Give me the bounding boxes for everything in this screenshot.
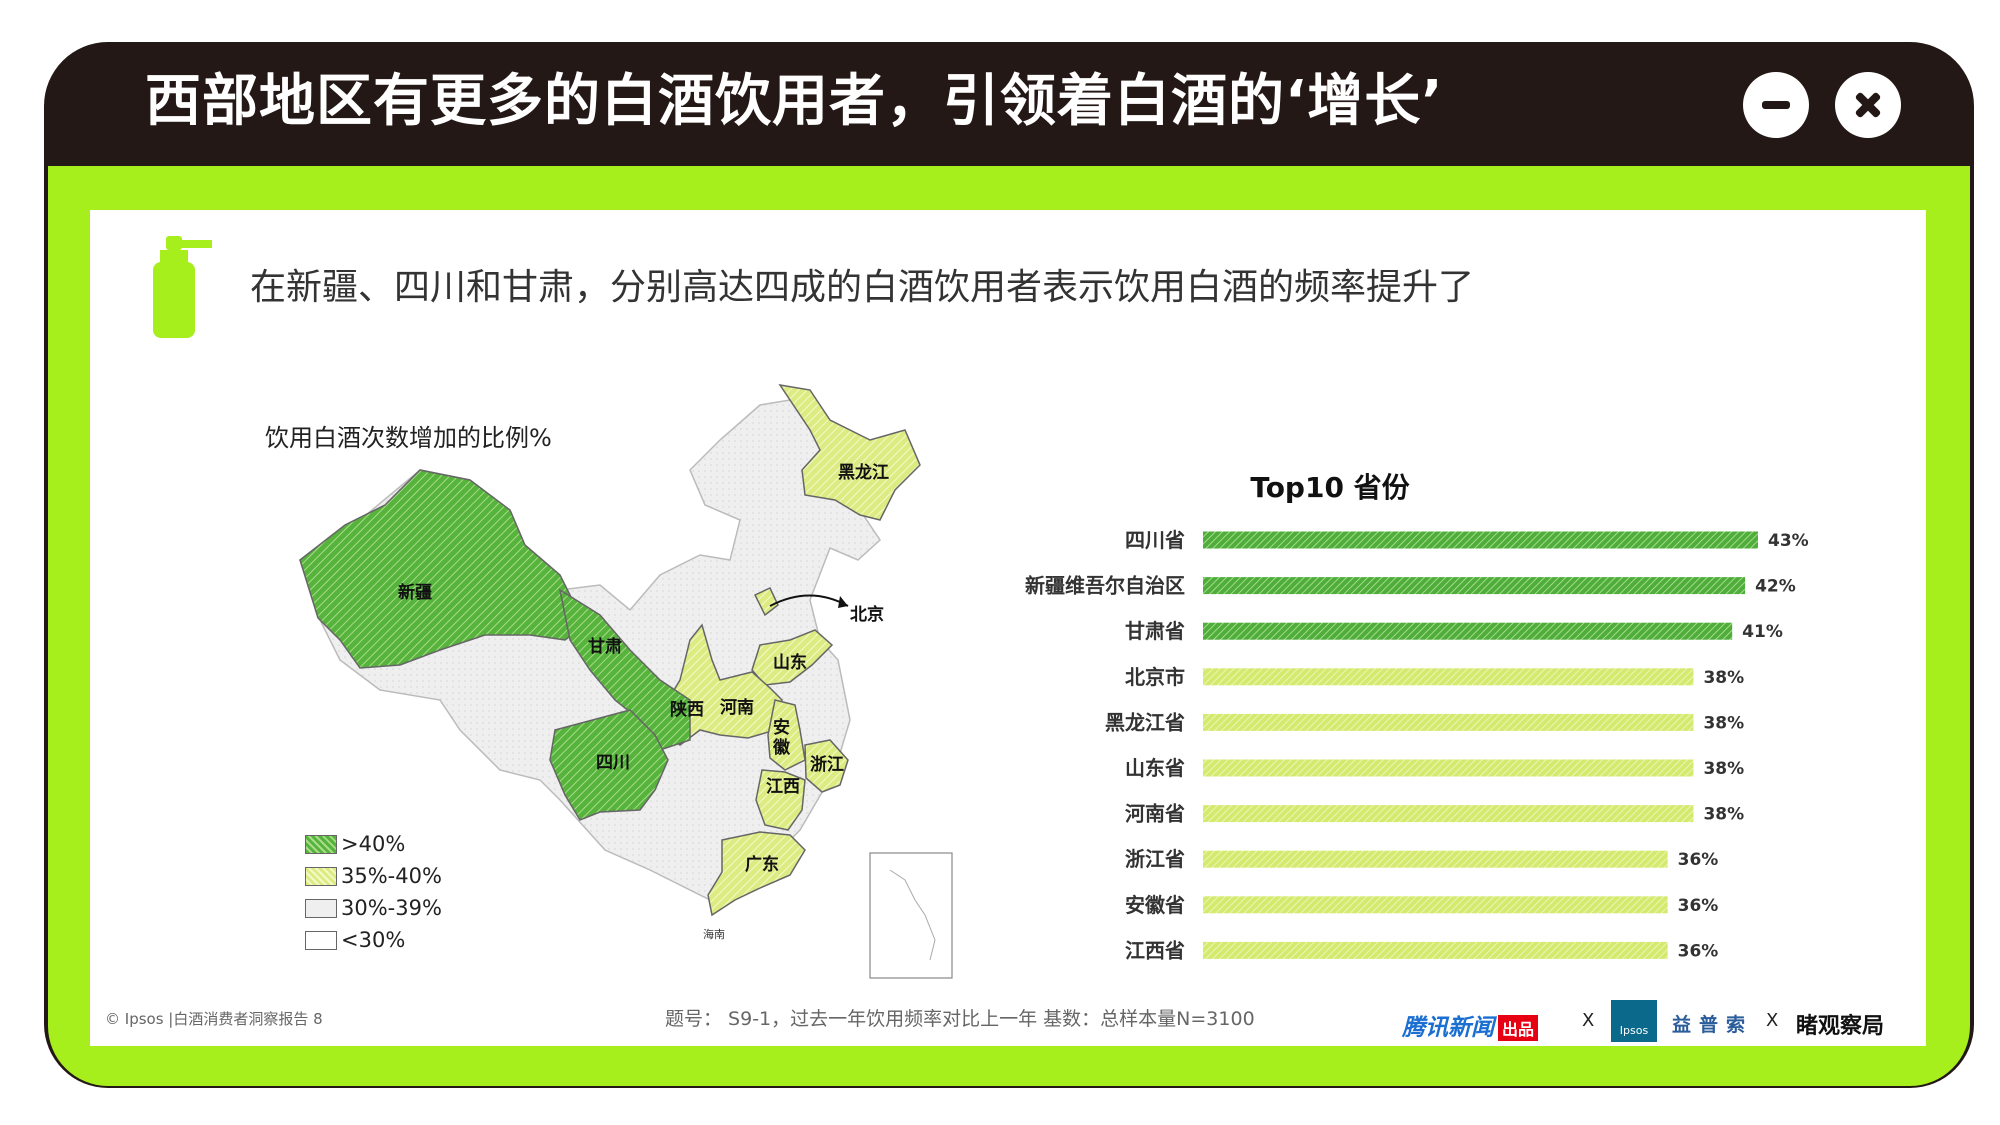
tencent-logo-text: 腾讯新闻	[1402, 1015, 1494, 1041]
map-label-jiangxi: 江西	[766, 777, 800, 797]
map-label-sichuan: 四川	[596, 753, 630, 773]
tencent-news-logo: 腾讯新闻 出品	[1402, 1008, 1539, 1042]
map-region-heilongjiang	[778, 383, 921, 521]
category-label: 河南省	[1125, 802, 1185, 826]
tencent-logo-badge: 出品	[1498, 1015, 1539, 1041]
map-label-hainan: 海南	[703, 927, 725, 941]
logo-separator: X	[1582, 1010, 1595, 1031]
map-label-gansu: 甘肃	[588, 636, 622, 657]
legend-label: 30%-39%	[341, 896, 442, 920]
bar	[1203, 941, 1668, 959]
map-region-anhui	[767, 699, 806, 771]
category-label: 安徽省	[1125, 893, 1185, 917]
category-label: 甘肃省	[1125, 619, 1185, 643]
legend-item: 30%-39%	[305, 892, 442, 924]
minus-icon	[1762, 101, 1790, 109]
map-legend: >40% 35%-40% 30%-39% <30%	[305, 828, 442, 956]
category-label: 四川省	[1125, 528, 1185, 552]
observe-bureau-logo: 睹观察局	[1796, 1014, 1885, 1039]
value-label: 38%	[1703, 805, 1744, 825]
map-label-anhui-1: 安	[773, 717, 790, 738]
ipsos-logo: Ipsos	[1611, 1000, 1657, 1042]
bar	[1203, 759, 1694, 777]
category-label: 北京市	[1125, 665, 1185, 689]
bar	[1203, 577, 1746, 595]
page-title: 西部地区有更多的白酒饮用者，引领着白酒的‘增长’	[145, 69, 1444, 134]
bar	[1203, 805, 1694, 823]
legend-swatch-dark	[305, 834, 337, 854]
footer-note: 题号： S9-1，过去一年饮用频率对比上一年 基数：总样本量N=3100	[665, 1008, 1255, 1030]
map-label-xinjiang: 新疆	[398, 582, 432, 603]
value-label: 38%	[1703, 713, 1744, 733]
category-label: 山东省	[1125, 756, 1185, 780]
map-label-shaanxi: 陕西	[670, 699, 704, 720]
legend-label: <30%	[341, 928, 406, 952]
map-region-gansu	[558, 588, 691, 751]
chart-title: Top10 省份	[1250, 471, 1409, 504]
legend-item: <30%	[305, 924, 442, 956]
map-label-zhejiang: 浙江	[810, 754, 844, 775]
map-label-anhui-2: 徽	[772, 737, 791, 758]
subtitle: 在新疆、四川和甘肃，分别高达四成的白酒饮用者表示饮用白酒的频率提升了	[250, 267, 1475, 308]
value-label: 36%	[1678, 850, 1719, 870]
minimize-button[interactable]	[1743, 72, 1809, 138]
value-label: 38%	[1703, 668, 1744, 688]
south-sea-inset	[869, 852, 953, 979]
legend-item: >40%	[305, 828, 442, 860]
close-button[interactable]	[1835, 72, 1901, 138]
legend-swatch-light	[305, 866, 337, 886]
map-region-zhejiang	[804, 739, 849, 793]
map-region-beijing	[753, 587, 779, 617]
map-label-heilongjiang: 黑龙江	[838, 462, 889, 483]
map-label-beijing: 北京	[850, 604, 884, 625]
bar	[1203, 531, 1758, 549]
legend-label: >40%	[341, 832, 406, 856]
category-label: 江西省	[1125, 938, 1185, 962]
bar	[1203, 896, 1668, 914]
legend-label: 35%-40%	[341, 864, 442, 888]
legend-swatch-gray	[305, 898, 337, 918]
legend-swatch-white	[305, 930, 337, 950]
value-label: 36%	[1678, 941, 1719, 961]
category-label: 新疆维吾尔自治区	[1025, 574, 1185, 598]
bar	[1203, 622, 1733, 640]
category-label: 浙江省	[1125, 847, 1185, 871]
map-region-sichuan	[549, 709, 669, 821]
category-label: 黑龙江省	[1105, 710, 1185, 734]
value-label: 43%	[1768, 531, 1809, 551]
bar	[1203, 850, 1668, 868]
logo-separator: X	[1766, 1010, 1779, 1031]
footer-source: © Ipsos |白酒消费者洞察报告 8	[105, 1010, 323, 1028]
bar	[1203, 713, 1694, 731]
yipusuo-logo: 益普索	[1672, 1014, 1754, 1036]
value-label: 41%	[1742, 622, 1783, 642]
map-label-shandong: 山东	[773, 652, 807, 673]
map-label-guangdong: 广东	[745, 854, 779, 875]
map-region-jiangxi	[755, 769, 806, 831]
bar	[1203, 668, 1694, 686]
value-label: 36%	[1678, 896, 1719, 916]
legend-item: 35%-40%	[305, 860, 442, 892]
map-title: 饮用白酒次数增加的比例%	[265, 424, 552, 452]
value-label: 42%	[1755, 577, 1796, 597]
map-region-guangdong	[707, 831, 806, 917]
value-label: 38%	[1703, 759, 1744, 779]
map-label-henan: 河南	[720, 697, 754, 718]
